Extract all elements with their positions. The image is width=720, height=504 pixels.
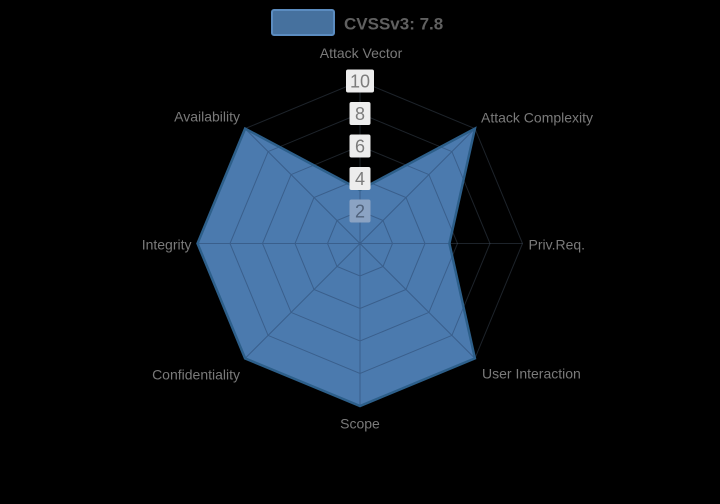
axis-label-attack-vector: Attack Vector xyxy=(320,45,403,61)
tick-label-box xyxy=(349,167,371,190)
grid-spoke xyxy=(359,243,475,359)
legend[interactable]: CVSSv3: 7.8 xyxy=(271,9,443,36)
axis-label-scope: Scope xyxy=(340,416,380,432)
grid-spoke xyxy=(244,243,361,359)
series-outline xyxy=(196,126,477,408)
legend-swatch[interactable] xyxy=(271,9,335,36)
grid-spoke xyxy=(359,128,475,244)
legend-label[interactable]: CVSSv3: 7.8 xyxy=(344,15,443,34)
tick-label: 2 xyxy=(355,202,365,222)
tick-label: 10 xyxy=(350,72,370,92)
axis-label-priv-req: Priv.Req. xyxy=(529,237,586,253)
tick-label-box xyxy=(349,199,371,223)
axis-label-availability: Availability xyxy=(174,109,240,125)
tick-label: 8 xyxy=(355,104,365,124)
axis-label-confidentiality: Confidentiality xyxy=(152,367,240,383)
tick-label-box xyxy=(346,69,374,93)
axis-label-integrity: Integrity xyxy=(142,237,192,253)
grid-spoke xyxy=(244,128,361,244)
axis-label-user-interaction: User Interaction xyxy=(482,366,581,382)
tick-label-box xyxy=(349,134,371,158)
tick-label-box xyxy=(349,102,371,125)
tick-label: 6 xyxy=(355,137,365,157)
tick-label: 4 xyxy=(355,169,365,189)
axis-label-attack-complexity: Attack Complexity xyxy=(481,110,593,126)
